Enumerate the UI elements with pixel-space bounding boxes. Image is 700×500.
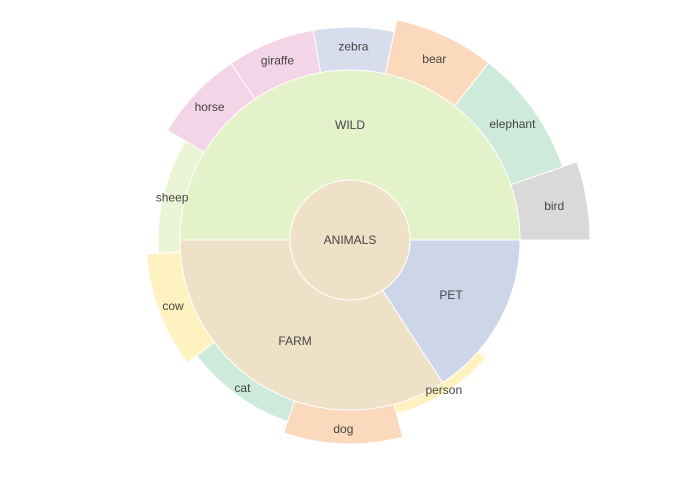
sunburst-leaf-label-elephant: elephant (489, 117, 536, 131)
sunburst-group-label-farm: FARM (278, 334, 311, 348)
sunburst-group-label-pet: PET (439, 288, 463, 302)
sunburst-leaf-label-cow: cow (162, 299, 184, 313)
sunburst-root-label: ANIMALS (324, 233, 377, 247)
sunburst-root[interactable] (289, 179, 411, 301)
sunburst-leaf-label-bear: bear (422, 52, 446, 66)
sunburst-group-label-wild: WILD (335, 118, 365, 132)
sunburst-leaf-label-sheep: sheep (156, 190, 189, 204)
sunburst-leaf-label-giraffe: giraffe (261, 54, 294, 68)
sunburst-leaf-label-bird: bird (544, 199, 564, 213)
sunburst-leaf-label-cat: cat (234, 381, 251, 395)
sunburst-leaf-label-dog: dog (333, 422, 353, 436)
sunburst-leaf-label-person: person (425, 383, 462, 397)
sunburst-leaf-label-zebra: zebra (338, 40, 368, 54)
sunburst-leaf-label-horse: horse (195, 100, 225, 114)
